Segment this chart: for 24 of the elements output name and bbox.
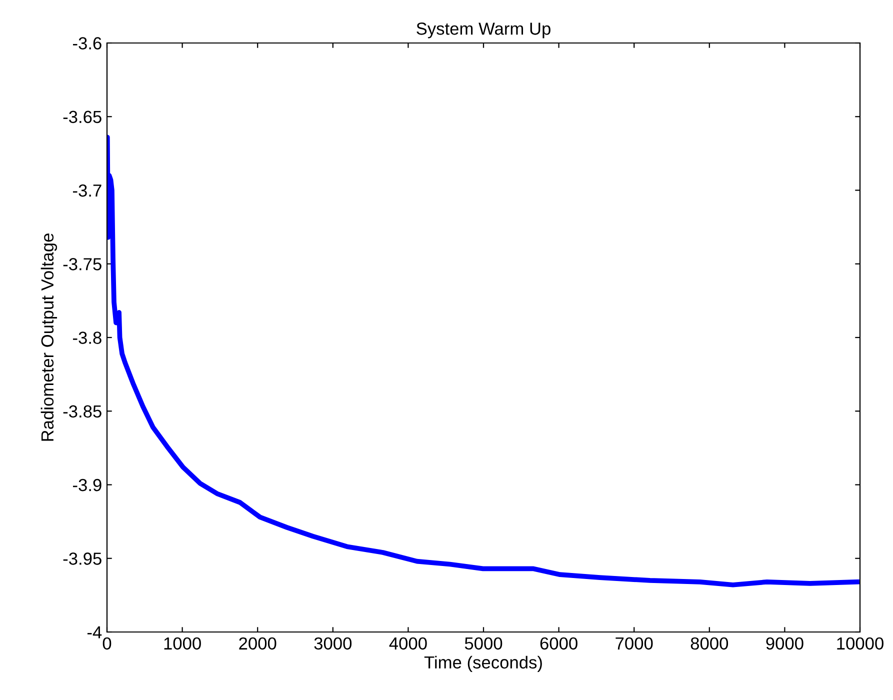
x-tick-label: 7000 xyxy=(616,637,653,650)
x-axis-title: Time (seconds) xyxy=(424,656,542,672)
x-tick-label: 4000 xyxy=(389,637,427,650)
y-tick-label: -3.8 xyxy=(72,332,102,344)
y-tick-label: -4 xyxy=(87,626,102,638)
x-tick-label: 5000 xyxy=(464,637,502,650)
y-tick-label: -3.95 xyxy=(63,552,102,565)
y-axis-title: Radiometer Output Voltage xyxy=(40,234,58,441)
y-tick-label: -3.85 xyxy=(63,405,102,418)
y-tick-label: -3.7 xyxy=(72,184,102,197)
x-tick-label: 6000 xyxy=(540,637,578,650)
x-tick-label: 8000 xyxy=(690,637,728,650)
y-tick-label: -3.65 xyxy=(63,110,102,124)
x-tick-label: 2000 xyxy=(239,637,276,650)
line-series xyxy=(107,134,860,588)
chart-title: System Warm Up xyxy=(416,22,550,38)
x-tick-label: 3000 xyxy=(314,637,352,650)
x-tick-label: 9000 xyxy=(766,637,804,650)
x-tick-label: 1000 xyxy=(164,637,201,650)
x-tick-label: 10000 xyxy=(837,637,884,650)
y-tick-label: -3.6 xyxy=(72,37,102,50)
x-tick-label: 0 xyxy=(102,637,112,650)
y-tick-label: -3.75 xyxy=(63,258,102,270)
y-tick-label: -3.9 xyxy=(72,478,102,492)
